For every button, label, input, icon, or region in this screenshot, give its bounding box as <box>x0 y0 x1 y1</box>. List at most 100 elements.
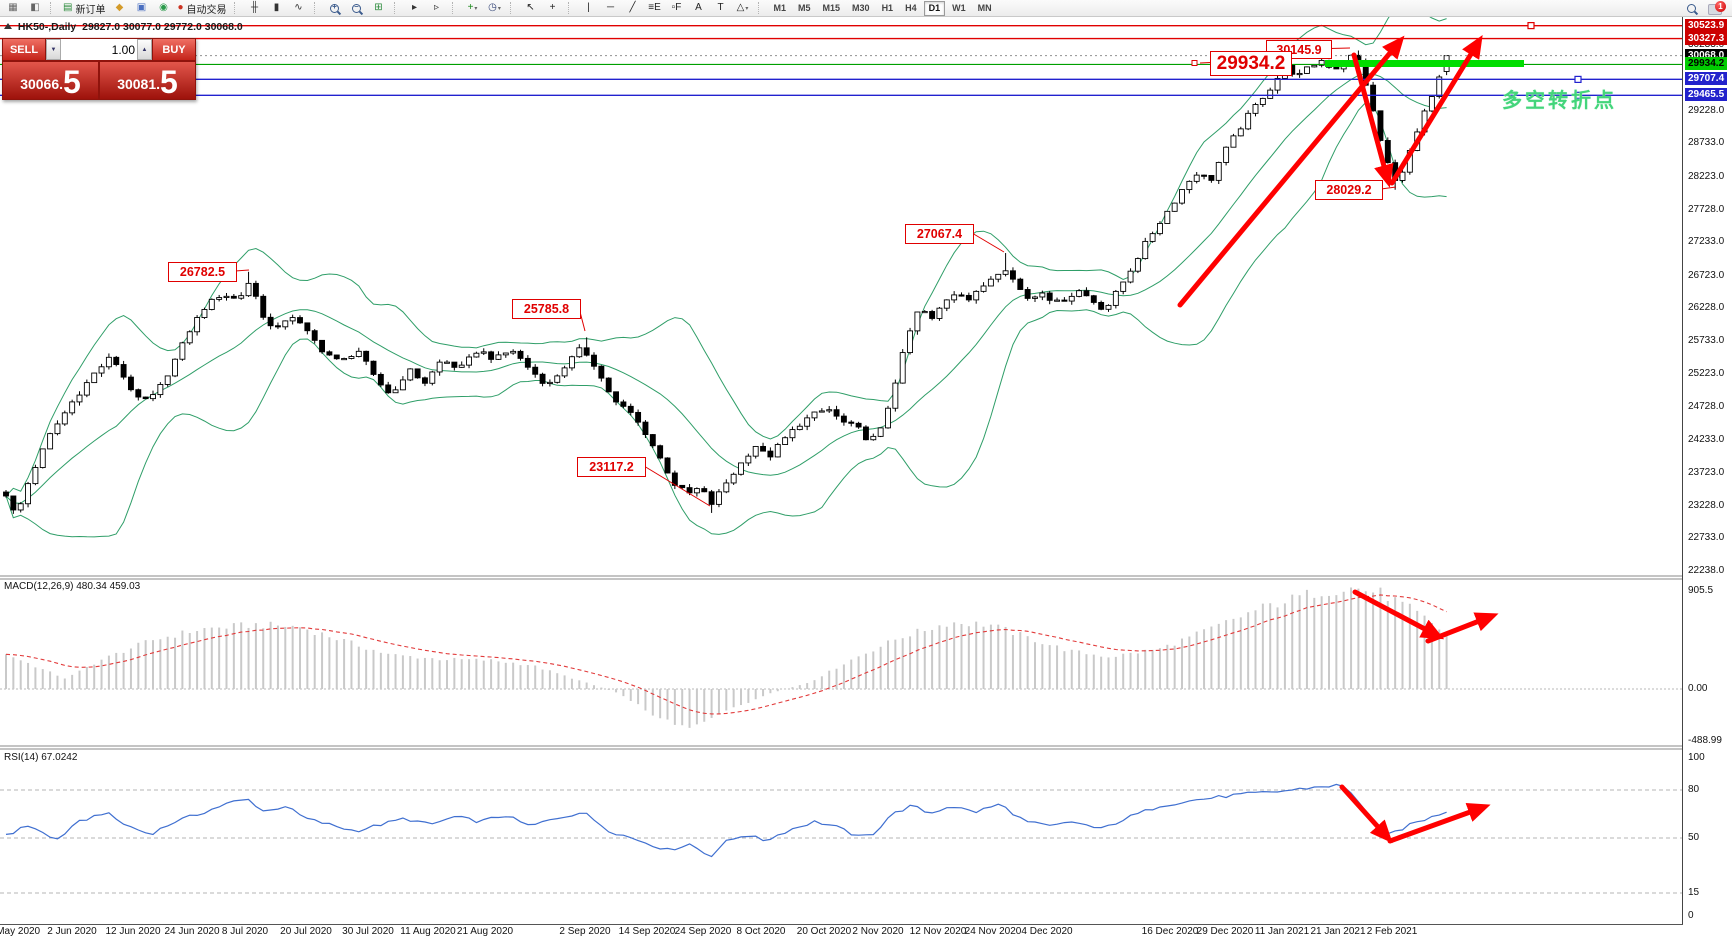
date-label: 1 May 2020 <box>0 926 41 937</box>
date-label: 30 Jul 2020 <box>342 926 394 937</box>
date-label: 24 Nov 2020 <box>964 926 1022 937</box>
toolbar-separator <box>509 2 518 14</box>
rsi-axis-tick: 80 <box>1688 784 1700 795</box>
crosshair-button[interactable]: + <box>549 2 556 13</box>
search-icon[interactable] <box>1680 0 1702 17</box>
shapes-button[interactable]: △ ▾ <box>736 2 749 13</box>
date-label: 8 Jul 2020 <box>221 926 269 937</box>
candles-chart-button[interactable]: ▮ <box>273 2 280 13</box>
sell-price[interactable]: 30066. 5 <box>2 61 99 100</box>
expand-icon[interactable] <box>4 23 12 29</box>
chart-symbol-period: HK50-,Daily <box>17 21 77 33</box>
tile-windows-icon[interactable]: ⊞ <box>374 2 383 13</box>
timeframe-button-d1[interactable]: D1 <box>923 0 946 16</box>
timeframe-button-h1[interactable]: H1 <box>881 3 894 13</box>
line-chart-button[interactable]: ∿ <box>294 2 303 13</box>
fibonacci-button[interactable]: ≡E <box>648 2 661 13</box>
price-level-chip: 30523.9 <box>1685 18 1728 32</box>
timeframe-button-m5[interactable]: M5 <box>798 3 811 13</box>
toolbar-separator <box>451 2 460 14</box>
macd-axis-tick: 905.5 <box>1688 585 1714 596</box>
chart-window-icon[interactable]: ▦ <box>8 2 18 13</box>
price-tick: 29228.0 <box>1688 104 1725 116</box>
zoom-out-button[interactable]: – <box>346 0 368 17</box>
macd-main-value: 480.34 <box>76 581 107 592</box>
volume-decrease-button[interactable]: ▼ <box>46 39 61 60</box>
date-label: 11 Aug 2020 <box>400 926 456 937</box>
periods-button[interactable]: ◷ ▾ <box>488 2 501 13</box>
market-watch-icon[interactable]: ◧ <box>30 2 40 13</box>
price-tick: 23723.0 <box>1688 467 1725 479</box>
rsi-axis-tick: 15 <box>1688 887 1700 898</box>
bars-chart-button[interactable]: ╫ <box>250 2 259 13</box>
date-label: 2 Feb 2021 <box>1366 926 1418 937</box>
horizontal-line-button[interactable]: ─ <box>606 2 615 13</box>
volume-input[interactable] <box>61 39 137 60</box>
price-callout-label[interactable]: 29934.2 <box>1210 51 1292 76</box>
timeframe-button-w1[interactable]: W1 <box>952 3 966 13</box>
price-callout-label[interactable]: 26782.5 <box>168 262 237 282</box>
price-tick: 24233.0 <box>1688 433 1725 445</box>
cursor-button[interactable]: ↖ <box>526 2 535 13</box>
toolbar: ▦ ◧ ▤ 新订单 ◆ ▣ ◉ ● 自动交易 ╫ ▮ ∿ + – ⊞ ▸ ▹ + ▾ ◷ ▾ ↖ + | ─ ╱ ≡E ▫F A T △ ▾ M… <box>0 0 1732 17</box>
price-level-chip: 29707.4 <box>1685 72 1728 86</box>
volume-increase-button[interactable]: ▲ <box>137 39 152 60</box>
buy-price[interactable]: 30081. 5 <box>99 61 196 100</box>
vertical-line-button[interactable]: | <box>587 2 590 13</box>
notification-badge: 1 <box>1715 1 1726 12</box>
date-label: 2 Sep 2020 <box>559 926 611 937</box>
autotrading-button[interactable]: ● 自动交易 <box>177 2 227 16</box>
price-tick: 28733.0 <box>1688 137 1725 149</box>
new-order-button[interactable]: ▤ 新订单 <box>63 2 106 16</box>
price-tick: 27233.0 <box>1688 236 1725 248</box>
trendline-button[interactable]: ╱ <box>629 2 636 13</box>
toolbar-separator <box>393 2 402 14</box>
date-label: 16 Dec 2020 <box>1141 926 1199 937</box>
chart-shift-button[interactable]: ▹ <box>433 2 440 13</box>
date-label: 20 Oct 2020 <box>796 926 852 937</box>
price-level-chip: 30327.3 <box>1685 31 1728 45</box>
metaeditor-icon[interactable]: ◆ <box>115 2 124 13</box>
timeframe-button-h4[interactable]: H4 <box>905 3 917 13</box>
price-callout-label[interactable]: 23117.2 <box>577 457 646 477</box>
date-label: 12 Nov 2020 <box>909 926 967 937</box>
chart-ohlc-values: 29827.0 30077.0 29772.0 30068.0 <box>82 21 243 33</box>
zoom-in-button[interactable]: + <box>324 0 346 17</box>
rsi-indicator-label: RSI(14) 67.0242 <box>4 752 78 763</box>
price-tick: 28223.0 <box>1688 171 1725 182</box>
rsi-axis-tick: 50 <box>1688 832 1700 843</box>
timeframe-button-m1[interactable]: M1 <box>773 3 787 13</box>
timeframe-button-m15[interactable]: M15 <box>822 3 841 13</box>
fibo-channel-button[interactable]: ▫F <box>671 2 682 13</box>
toolbar-separator <box>50 2 58 14</box>
text-button[interactable]: A <box>695 2 702 13</box>
date-label: 2 Jun 2020 <box>47 926 97 937</box>
buy-button[interactable]: BUY <box>152 38 196 61</box>
price-tick: 27728.0 <box>1688 203 1725 215</box>
price-tick: 25223.0 <box>1688 368 1725 380</box>
price-tick: 25733.0 <box>1688 334 1725 346</box>
price-tick: 26228.0 <box>1688 302 1725 314</box>
terminal-icon[interactable]: ▣ <box>136 2 147 13</box>
annotation-text[interactable]: 多空转折点 <box>1502 90 1617 112</box>
timeframe-button-mn[interactable]: MN <box>977 3 992 13</box>
price-callout-label[interactable]: 27067.4 <box>905 224 974 244</box>
timeframe-button-m30[interactable]: M30 <box>852 3 870 13</box>
price-callout-label[interactable]: 25785.8 <box>512 299 581 319</box>
one-click-trading-panel: SELL ▼ ▲ BUY 30066.5 30081.5 <box>2 38 196 100</box>
date-label: 21 Aug 2020 <box>456 926 514 937</box>
signals-icon[interactable]: ◉ <box>159 2 168 13</box>
macd-axis-tick: 0.00 <box>1688 683 1708 694</box>
price-tick: 22733.0 <box>1688 532 1725 544</box>
notifications-icon[interactable]: 1 <box>1708 1 1726 15</box>
price-callout-label[interactable]: 28029.2 <box>1315 180 1383 200</box>
macd-signal-value: 459.03 <box>109 581 141 592</box>
label-button[interactable]: T <box>717 2 724 13</box>
indicators-button[interactable]: + ▾ <box>467 2 478 13</box>
date-label: 29 Dec 2020 <box>1196 926 1254 937</box>
auto-scroll-button[interactable]: ▸ <box>411 2 418 13</box>
sell-button[interactable]: SELL <box>2 38 46 61</box>
